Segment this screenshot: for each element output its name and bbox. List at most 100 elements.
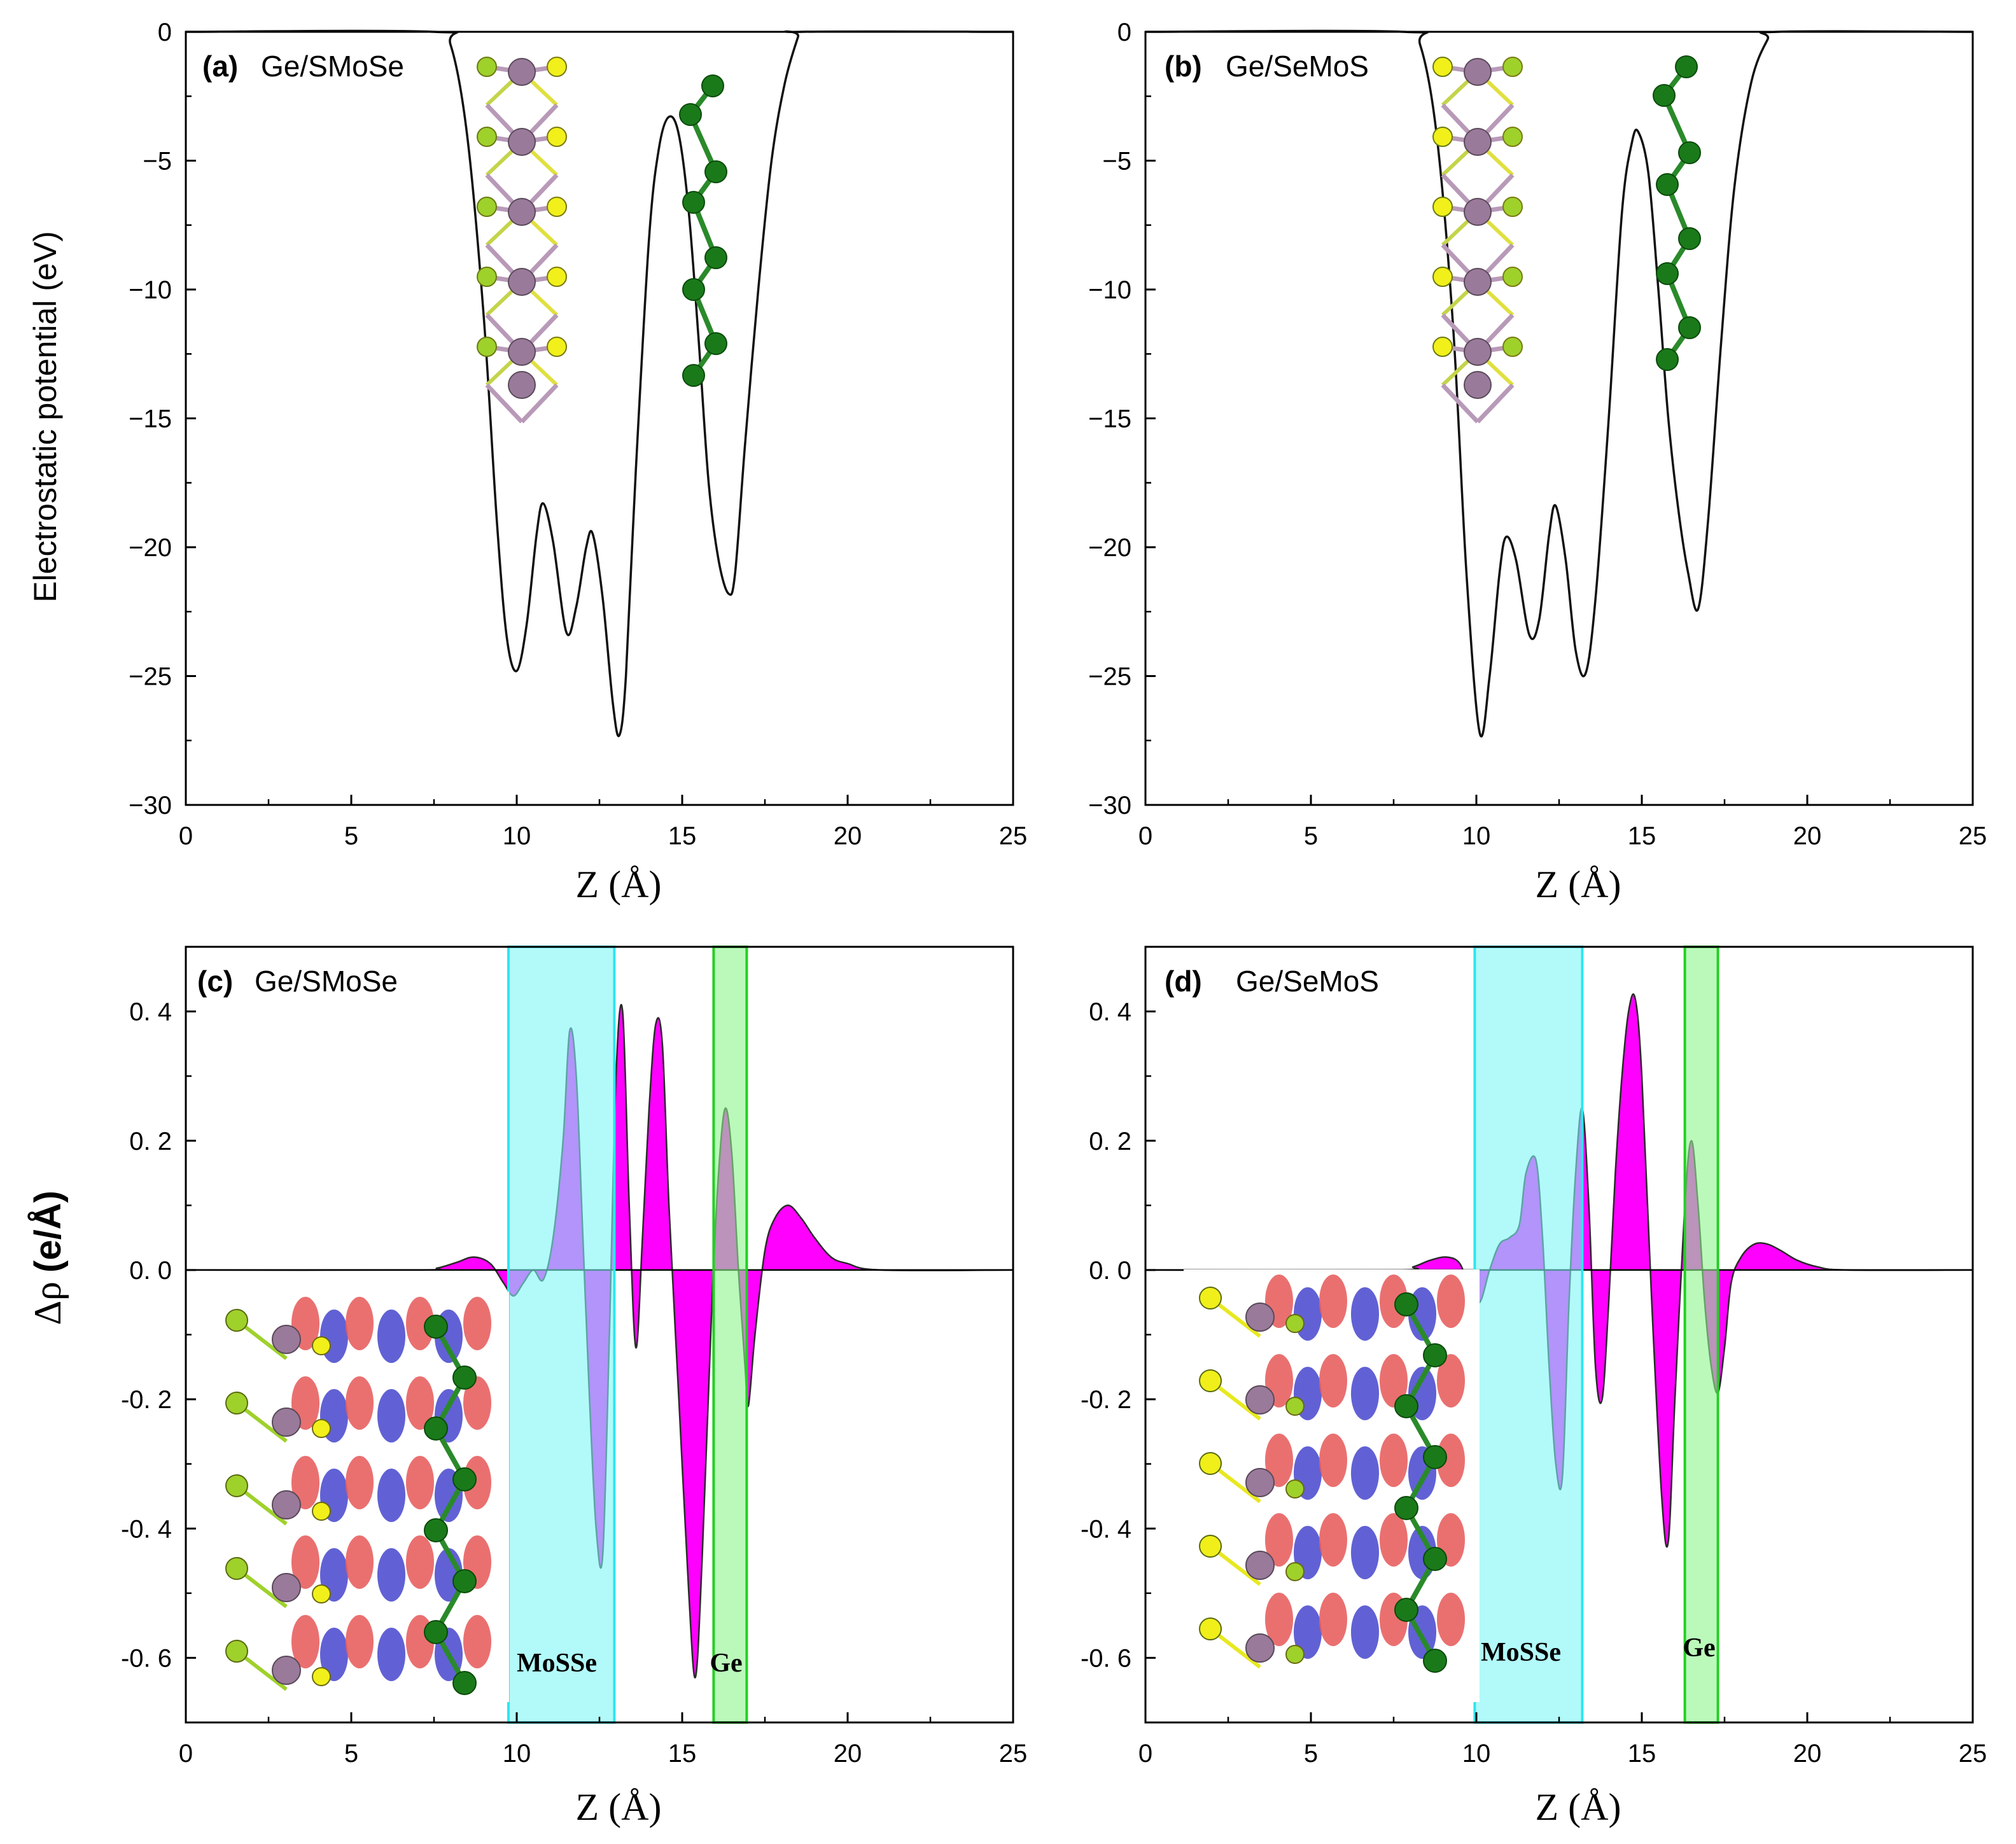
- chalcogen-atom: [1432, 127, 1453, 147]
- panel-c-x-tick-label: 10: [503, 1740, 531, 1768]
- panel-b-x-axis-title: Z (Å): [1536, 863, 1621, 905]
- charge-depletion-lobe: [1351, 1287, 1379, 1341]
- panel-d-ge-region-label: Ge: [1683, 1633, 1715, 1663]
- ge-atom: [424, 1620, 448, 1644]
- charge-depletion-lobe: [1351, 1446, 1379, 1500]
- mo-atom: [272, 1407, 301, 1437]
- charge-accumulation-lobe: [1380, 1513, 1408, 1567]
- bond: [1476, 383, 1515, 424]
- panel-a-ticks: 0 5 10 15 20 25 0 −5 −10 −15 −20 −25 −30: [129, 18, 1027, 850]
- panel-a: 0 5 10 15 20 25 0 −5 −10 −15 −20 −25 −30 (a) Ge/SMoS…: [27, 18, 1027, 905]
- chalcogen-atom: [1285, 1479, 1305, 1498]
- panel-b-y-tick-label: −25: [1088, 663, 1131, 691]
- charge-density-difference-ge-semos: [1184, 1269, 1480, 1702]
- panel-b: 0 5 10 15 20 25 0 −5 −10 −15 −20 −25 −30 (b) Ge/SeMo…: [1088, 18, 1987, 905]
- panel-c: 0 5 10 15 20 25 0. 4 0. 2 0. 0 -0. 2 -0. 4 -0. 6 (c…: [27, 946, 1028, 1828]
- chalcogen-atom: [225, 1392, 248, 1414]
- panel-c-x-tick-label: 25: [999, 1740, 1028, 1768]
- mo-atom: [1464, 128, 1492, 156]
- chalcogen-atom: [225, 1474, 248, 1497]
- charge-accumulation-lobe: [346, 1456, 374, 1509]
- panel-a-y-tick-label: −30: [129, 792, 172, 820]
- panel-a-y-tick-label: −5: [143, 148, 172, 176]
- chalcogen-atom: [312, 1336, 331, 1355]
- chalcogen-atom: [1502, 337, 1523, 357]
- ge-atom: [704, 246, 727, 269]
- chalcogen-atom: [1285, 1397, 1305, 1416]
- panel-a-data-layer: [185, 29, 1014, 737]
- charge-depletion-lobe: [377, 1628, 405, 1681]
- ge-atom: [452, 1671, 477, 1695]
- chalcogen-atom: [225, 1557, 248, 1580]
- chalcogen-atom: [312, 1584, 331, 1603]
- panel-a-x-tick-label: 10: [503, 822, 531, 850]
- panel-d-letter: (d): [1165, 965, 1202, 998]
- ge-atom: [1678, 316, 1701, 339]
- mo-atom: [1464, 58, 1492, 86]
- atomic-structure-ge-smose: [477, 57, 727, 424]
- delta-rho-symbol: Δρ: [27, 1282, 69, 1325]
- panel-d-region-mosse: [1473, 946, 1584, 1724]
- ge-atom: [1423, 1649, 1447, 1673]
- charge-accumulation-lobe: [1319, 1513, 1347, 1567]
- panel-a-potential-line: [185, 29, 1014, 737]
- chalcogen-atom: [1502, 127, 1523, 147]
- panel-c-mossse-region-label: MoSSe: [517, 1649, 597, 1678]
- ge-atom: [1423, 1445, 1447, 1469]
- panel-c-y-tick-label: 0. 0: [129, 1257, 172, 1285]
- charge-depletion-lobe: [377, 1389, 405, 1442]
- ge-atom: [704, 160, 727, 183]
- panel-b-y-tick-label: −5: [1102, 148, 1131, 176]
- panel-d-y-tick-label: 0. 4: [1089, 998, 1131, 1026]
- charge-accumulation-lobe: [406, 1535, 434, 1589]
- ge-atom: [1678, 227, 1701, 250]
- panel-a-x-tick-label: 15: [668, 822, 697, 850]
- panel-b-data-layer: [1145, 29, 1973, 738]
- mo-atom: [1245, 1468, 1275, 1497]
- chalcogen-atom: [1432, 197, 1453, 217]
- panel-c-x-tick-label: 20: [834, 1740, 862, 1768]
- panel-c-y-tick-label: -0. 6: [121, 1644, 172, 1672]
- panel-b-y-tick-label: −10: [1088, 276, 1131, 304]
- charge-accumulation-lobe: [1319, 1434, 1347, 1487]
- mo-atom: [1245, 1633, 1275, 1663]
- ge-atom: [424, 1518, 448, 1542]
- chalcogen-atom: [547, 337, 567, 357]
- panel-a-y-axis-title: Electrostatic potential (eV): [27, 231, 63, 603]
- panel-b-frame: [1144, 31, 1974, 806]
- panel-c-title: Ge/SMoSe: [255, 965, 398, 998]
- ge-atom: [1678, 141, 1701, 164]
- mo-atom: [272, 1573, 301, 1602]
- mo-atom: [272, 1490, 301, 1519]
- chalcogen-atom: [1199, 1287, 1222, 1310]
- ge-atom: [682, 191, 705, 214]
- chalcogen-atom: [1199, 1369, 1222, 1392]
- chalcogen-atom: [477, 57, 497, 77]
- panel-b-y-tick-label: −30: [1088, 792, 1131, 820]
- panel-d-region-ge: [1683, 946, 1719, 1724]
- mo-atom: [1464, 338, 1492, 366]
- mo-atom: [508, 128, 536, 156]
- panel-d-x-tick-label: 20: [1793, 1740, 1822, 1768]
- charge-depletion-lobe: [377, 1310, 405, 1363]
- ge-atom: [1394, 1496, 1418, 1520]
- panel-b-y-tick-label: 0: [1117, 18, 1131, 46]
- charge-depletion-lobe: [1351, 1526, 1379, 1579]
- panel-b-ticks: 0 5 10 15 20 25 0 −5 −10 −15 −20 −25 −30: [1088, 18, 1987, 850]
- chalcogen-atom: [547, 127, 567, 147]
- ge-atom: [1394, 1598, 1418, 1622]
- panel-c-y-tick-label: 0. 4: [129, 998, 172, 1026]
- charge-accumulation-lobe: [1437, 1434, 1465, 1487]
- chalcogen-atom: [1285, 1562, 1305, 1581]
- charge-accumulation-lobe: [1437, 1275, 1465, 1328]
- ge-atom: [1656, 262, 1679, 285]
- ge-atom: [452, 1569, 477, 1593]
- panel-d-x-tick-label: 5: [1304, 1740, 1318, 1768]
- panel-a-letter: (a): [202, 50, 238, 83]
- panel-d-data-layer: [1145, 946, 1973, 1724]
- panel-a-title: Ge/SMoSe: [261, 50, 404, 83]
- charge-density-difference-ge-smose: [210, 1292, 509, 1702]
- panel-d-y-tick-label: -0. 4: [1081, 1515, 1131, 1543]
- chalcogen-atom: [225, 1309, 248, 1332]
